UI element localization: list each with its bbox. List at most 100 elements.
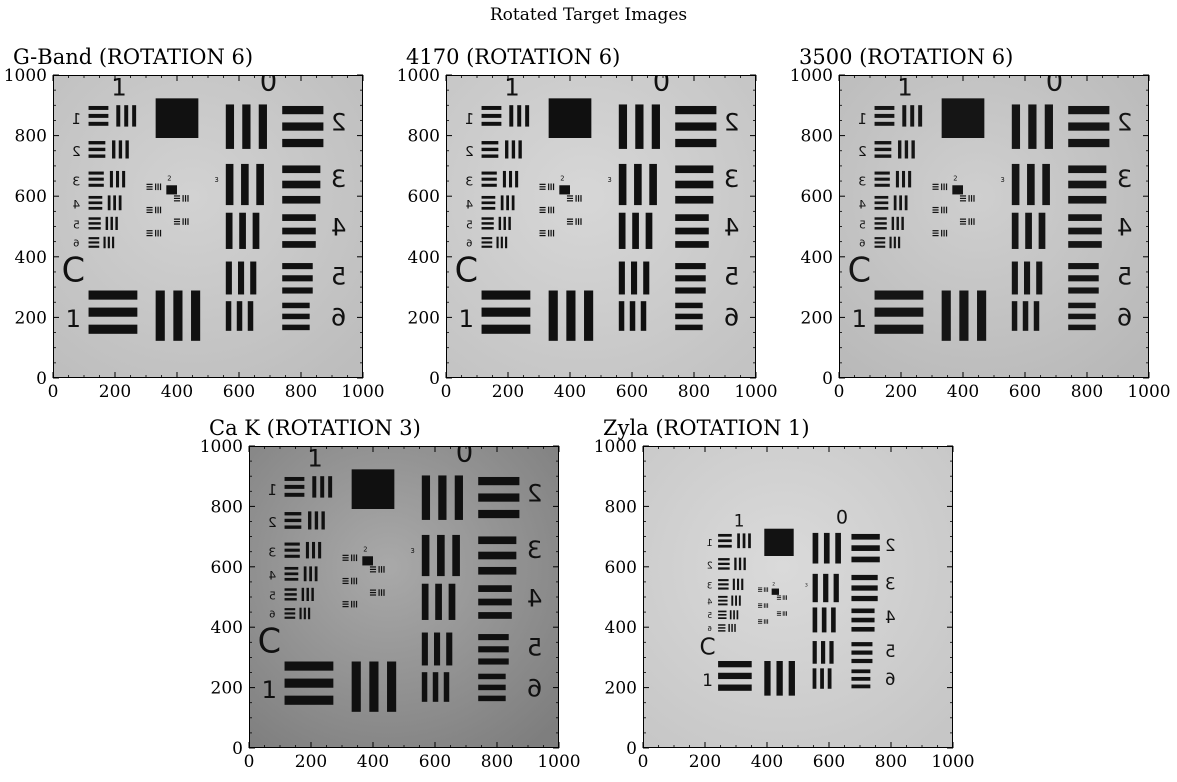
x-tick-label: 400 (554, 382, 586, 402)
figure-title: Rotated Target Images (489, 5, 688, 25)
x-tick-label: 400 (357, 752, 389, 772)
group-big-vbar (977, 290, 987, 341)
group-left-vbar (105, 216, 109, 230)
x-tick-label: 1000 (341, 382, 384, 402)
group-left-hbar (284, 572, 299, 576)
target-digit: 3 (527, 535, 543, 564)
group-big-vbar (959, 290, 969, 341)
image-background (643, 446, 953, 748)
y-tick-label: 200 (211, 679, 243, 699)
group-fine-hbar (932, 183, 939, 185)
group-fine-hbar (758, 605, 763, 606)
group-fine-hbar (146, 230, 153, 232)
panel-title: 3500 (ROTATION 6) (799, 45, 1014, 69)
group-fine-vbar (767, 619, 769, 624)
group-fine-hbar (539, 183, 546, 185)
group-big-vbar (191, 290, 201, 341)
group-left-vbar (132, 105, 137, 127)
group-fine-hbar (758, 590, 763, 592)
target-digit: 2 (560, 175, 564, 183)
group-left-vbar (321, 511, 325, 530)
group-right-hbar (478, 585, 512, 592)
group-fine-hbar (566, 200, 574, 202)
group-fine-hbar (932, 234, 939, 237)
group-right-hbar (675, 287, 706, 294)
group-right-vbar (634, 163, 642, 206)
group-fine-vbar (155, 206, 157, 214)
group-fine-vbar (973, 195, 975, 202)
group-left-hbar (284, 484, 305, 489)
y-tick-label: 600 (801, 187, 833, 207)
group-fine-vbar (550, 206, 552, 214)
group-left-hbar (874, 241, 886, 244)
target-digit: 4 (885, 607, 896, 627)
group-right-vbar (1011, 301, 1018, 331)
x-tick-label: 0 (441, 382, 452, 402)
x-tick-label: 800 (285, 382, 317, 402)
target-digit: 5 (707, 611, 712, 620)
group-fine-vbar (353, 554, 355, 562)
group-big-hbar (718, 684, 752, 691)
group-left-vbar (311, 587, 314, 601)
group-fine-hbar (959, 223, 967, 225)
group-fine-hbar (959, 218, 967, 220)
group-right-hbar (478, 695, 506, 702)
group-left-hbar (284, 612, 296, 615)
group-fine-hbar (932, 230, 939, 232)
group-fine-vbar (157, 206, 159, 214)
group-fine-hbar (539, 188, 546, 190)
group-left-vbar (305, 541, 309, 559)
group-fine-hbar (758, 587, 763, 589)
group-left-hbar (874, 201, 889, 205)
group-left-hbar (481, 195, 496, 199)
group-left-hbar (874, 227, 887, 230)
group-left-hbar (481, 105, 502, 110)
group-right-hbar (1068, 138, 1110, 148)
group-right-vbar (421, 672, 428, 702)
group-right-hbar (282, 214, 316, 221)
group-right-vbar (618, 261, 625, 295)
group-left-hbar (88, 222, 101, 225)
image-plot: 1 2 3 4 5 6 2 3 4 5 6 C 1 1 0 2 3 0 200 400 600 800 1000 0 200 40… (4, 66, 385, 402)
group-left-hbar (88, 183, 104, 187)
group-fine-vbar (552, 206, 555, 214)
group-fine-vbar (580, 195, 582, 202)
target-digit: 6 (466, 239, 472, 250)
group-fine-hbar (173, 200, 181, 202)
group-left-vbar (734, 623, 736, 632)
group-left-hbar (284, 588, 297, 591)
group-left-vbar (116, 170, 120, 188)
y-tick-label: 400 (15, 248, 47, 268)
group-left-hbar (874, 154, 892, 158)
group-fine-vbar (767, 603, 769, 608)
target-digit: 2 (465, 144, 474, 160)
group-fine-vbar (548, 229, 550, 237)
group-fine-vbar (550, 183, 552, 191)
group-right-vbar (823, 573, 829, 603)
target-digit: 1 (504, 72, 520, 101)
group-left-vbar (505, 236, 508, 249)
group-left-vbar (738, 595, 741, 606)
x-tick-label: 400 (161, 382, 193, 402)
group-left-hbar (88, 237, 100, 240)
group-left-hbar (88, 171, 104, 175)
group-fine-hbar (566, 220, 574, 223)
group-fine-hbar (342, 580, 349, 582)
group-right-vbar (635, 104, 644, 149)
y-tick-label: 400 (211, 618, 243, 638)
group-big-hbar (481, 290, 531, 300)
group-right-vbar (421, 534, 430, 577)
group-fine-vbar (550, 229, 552, 237)
group-right-vbar (1011, 104, 1021, 149)
group-left-vbar (502, 170, 506, 188)
group-left-hbar (874, 105, 895, 110)
x-tick-label: 400 (751, 752, 783, 772)
group-left-vbar (328, 476, 333, 498)
target-digit: 4 (1117, 213, 1133, 242)
target-digit: 1 (262, 675, 278, 704)
group-right-vbar (640, 301, 647, 331)
